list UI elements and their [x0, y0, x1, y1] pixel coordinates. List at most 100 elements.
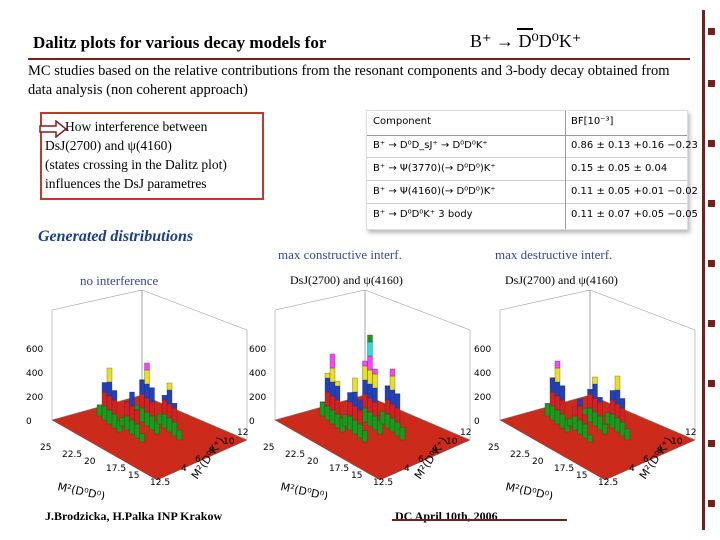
lego-bar — [352, 405, 358, 421]
lego-bar — [324, 377, 331, 393]
lego-bar — [577, 419, 583, 435]
lego-bar — [554, 409, 561, 425]
decay-formula-text: B⁺ → D⁰D⁰K⁺ — [470, 31, 582, 51]
x-tick-label: 20 — [532, 457, 544, 467]
lego-bar — [171, 407, 178, 423]
lego-bar — [166, 389, 173, 405]
table-row: B⁺ → Ψ(3770)(→ D⁰D⁰)K⁺ 0.15 ± 0.05 ± 0.0… — [367, 158, 687, 181]
lego-bar — [342, 414, 348, 427]
lego-bar — [139, 433, 145, 443]
x-tick-label: 22.5 — [62, 450, 82, 460]
lego-bar — [549, 377, 556, 393]
lego-bar — [329, 367, 336, 383]
lego-bar — [352, 377, 358, 393]
table-row: B⁺ → D⁰D⁰K⁺ 3 body 0.11 ± 0.07 +0.05 −0.… — [367, 204, 698, 226]
lego-bar — [567, 418, 573, 427]
x-tick-label: 12.5 — [150, 478, 170, 488]
z-tick-label: 600 — [249, 345, 266, 355]
lego-bar — [602, 423, 608, 435]
lego-bar — [549, 405, 556, 421]
x-tick-label: 15 — [351, 471, 362, 481]
x-tick-label: 15 — [576, 471, 587, 481]
z-tick-label: 200 — [26, 393, 43, 403]
lego-bar — [367, 411, 373, 427]
decay-formula: B⁺ → D⁰D⁰K⁺ — [470, 28, 582, 52]
y-tick-label: 12 — [460, 428, 471, 438]
y-tick-label: 6 — [418, 455, 424, 465]
lego-bar — [577, 398, 583, 407]
y-tick-label: 8 — [432, 446, 438, 456]
lego-bar — [347, 401, 353, 417]
lego-bar — [101, 382, 108, 393]
plot-label-no-interference: no interference — [80, 273, 159, 288]
lego-bar — [384, 413, 391, 429]
lego-bar — [394, 407, 401, 423]
x-tick-label: 12.5 — [598, 478, 618, 488]
lego-bar — [572, 415, 578, 431]
lego-bar — [129, 391, 135, 407]
lego-bar — [139, 393, 145, 409]
question-text: How interference between DsJ(2700) and ψ… — [45, 117, 265, 193]
z-tick-label: 0 — [249, 417, 255, 427]
lego-bar — [139, 407, 145, 423]
lego-bar — [592, 411, 598, 427]
lego-bar — [334, 413, 341, 429]
lego-bar — [166, 382, 173, 391]
lego-bar — [134, 423, 140, 439]
question-box — [40, 112, 264, 200]
x-tick-label: 20 — [307, 457, 319, 467]
lego-bar — [357, 409, 363, 425]
plot-sublabel-destructive: DsJ(2700) and ψ(4160) — [505, 273, 618, 287]
plot-label-constructive: max constructive interf. — [278, 247, 402, 262]
lego-bar — [614, 417, 621, 433]
lego-bar — [614, 375, 621, 391]
lego-bar — [362, 360, 368, 367]
x-axis-label: M²(D⁰D⁰) — [56, 480, 106, 500]
lego-bar — [161, 399, 168, 415]
lego-bar — [379, 411, 386, 425]
lego-bar — [367, 397, 373, 413]
lego-bar — [357, 400, 363, 411]
lego-bar — [324, 405, 331, 421]
table-header: Component BF[10⁻³] — [367, 111, 687, 136]
z-tick-label: 600 — [26, 345, 43, 355]
y-tick-label: 6 — [195, 455, 201, 465]
lego-bar — [319, 401, 326, 417]
lego-bar — [362, 393, 368, 409]
lego-bar — [554, 360, 561, 369]
lego-bar — [352, 391, 358, 407]
lego-bar — [149, 387, 155, 403]
table-cell-component: B⁺ → Ψ(4160)(→ D⁰D⁰)K⁺ — [373, 186, 496, 197]
x-tick-label: 22.5 — [510, 450, 530, 460]
lego-bar — [619, 398, 626, 409]
lego-bar — [384, 399, 391, 415]
lego-bar — [367, 334, 373, 343]
lego-bar — [144, 362, 150, 371]
lego-bar — [149, 415, 155, 431]
y-tick-label: 8 — [209, 446, 215, 456]
lego-bar — [367, 341, 373, 357]
lego-bar — [362, 430, 368, 443]
lego-bar — [389, 389, 396, 405]
lego-bar — [614, 403, 621, 419]
lego-bar — [609, 399, 616, 415]
lego-bar — [572, 406, 578, 417]
plot-side-wall — [364, 290, 471, 441]
x-axis-label: M²(D⁰D⁰) — [504, 480, 554, 500]
lego-bar — [144, 369, 150, 385]
lego-bar — [399, 427, 406, 441]
lego-bar — [161, 413, 168, 429]
right-decorative-bar — [698, 0, 720, 540]
lego-bar — [624, 428, 631, 441]
generated-heading: Generated distributions — [38, 228, 194, 245]
lego-bar — [619, 407, 626, 423]
table-row: B⁺ → D⁰D_sJ⁺ → D⁰D⁰K⁺ 0.86 ± 0.13 +0.16 … — [367, 135, 698, 158]
plot-side-wall — [141, 290, 248, 441]
lego-bar — [329, 381, 336, 397]
lego-bar — [161, 395, 168, 401]
lego-bar — [609, 413, 616, 429]
lego-bar — [171, 421, 178, 437]
z-tick-label: 400 — [474, 369, 491, 379]
